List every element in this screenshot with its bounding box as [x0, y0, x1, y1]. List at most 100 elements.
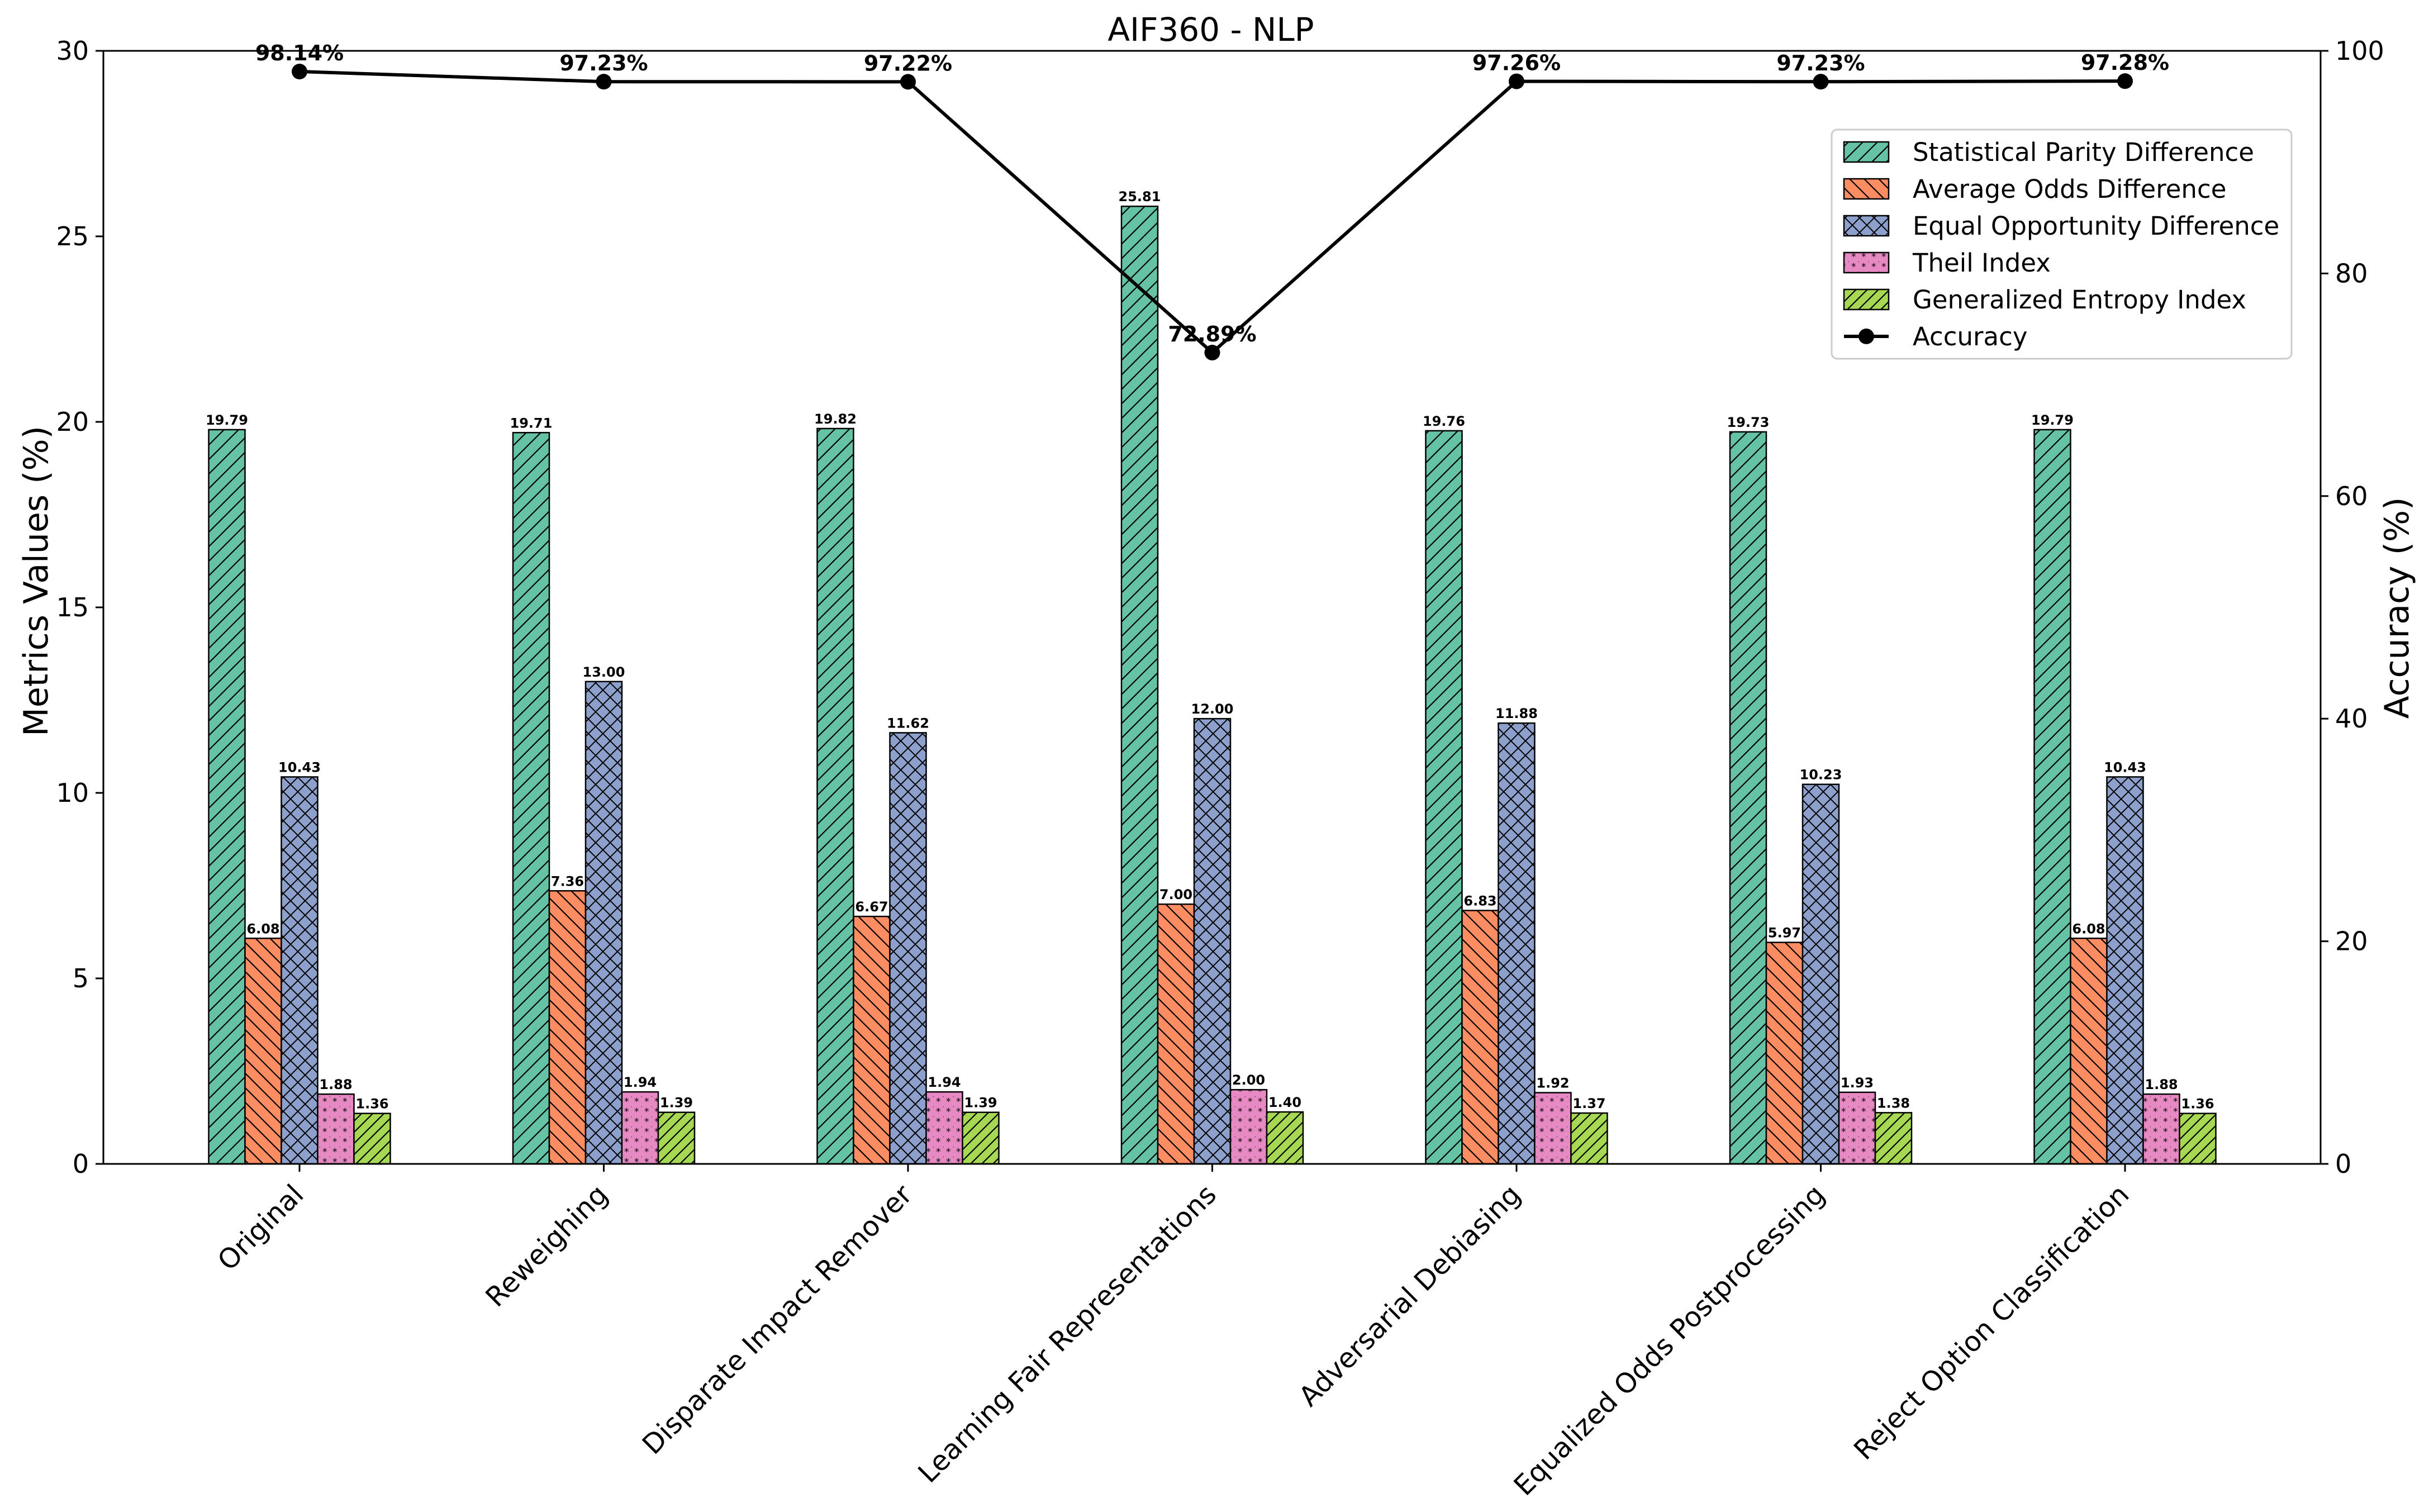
- bar-hatch: [962, 1111, 1000, 1165]
- bar-hatch: [2106, 776, 2144, 1165]
- y-tick-label: 15: [56, 592, 89, 622]
- bar-hatch: [2070, 938, 2108, 1165]
- bar-value-label: 1.93: [1841, 1075, 1874, 1091]
- left-y-axis: 0 5 10 15 20 25 30: [56, 36, 103, 1179]
- y-tick-label: 20: [56, 407, 89, 437]
- bar-hatch: [1729, 431, 1767, 1165]
- y2-tick-label: 20: [2335, 926, 2368, 957]
- bar-hatch: [1229, 1088, 1268, 1165]
- bar-value-label: 19.76: [1423, 413, 1465, 429]
- bar-hatch: [1874, 1112, 1913, 1165]
- accuracy-point: [596, 74, 612, 90]
- bar-value-label: 7.36: [551, 873, 584, 889]
- bar-value-label: 10.23: [1800, 767, 1842, 783]
- legend-swatch-hatch: [1843, 178, 1890, 200]
- bar-hatch: [1570, 1112, 1608, 1165]
- legend-item: Theil Index: [1843, 248, 2051, 278]
- bar-hatch: [317, 1093, 355, 1165]
- bar-value-label: 1.38: [1877, 1095, 1910, 1111]
- x-category-label: Original: [212, 1178, 310, 1277]
- legend: Statistical Parity Difference Average Odd…: [1831, 129, 2293, 360]
- bar-value-label: 19.71: [510, 415, 553, 431]
- bar-hatch: [548, 890, 587, 1165]
- bar-value-label: 2.00: [1232, 1072, 1265, 1088]
- accuracy-value-label: 97.26%: [1472, 51, 1561, 75]
- bar-hatch: [2179, 1112, 2217, 1165]
- bar-value-label: 1.37: [1572, 1096, 1605, 1111]
- accuracy-line: 98.14% 97.23% 97.22% 72.89% 97.26% 97.23% 97.2…: [255, 41, 2169, 361]
- bar-hatch: [2033, 429, 2071, 1165]
- bar-value-label: 19.73: [1727, 415, 1770, 430]
- bar-value-labels: 19.79 19.71 19.82 25.81 19.76 19.73 19.79 6.08 7…: [206, 189, 2214, 1111]
- legend-item: Average Odds Difference: [1843, 174, 2226, 204]
- left-axis-title: Metrics Values (%): [17, 426, 56, 736]
- bar-value-label: 1.39: [964, 1095, 997, 1111]
- bar-hatch: [353, 1112, 391, 1165]
- accuracy-point: [1813, 74, 1829, 90]
- bar-hatch: [208, 429, 246, 1165]
- accuracy-value-label: 98.14%: [255, 41, 344, 65]
- right-axis-title: Accuracy (%): [2378, 497, 2417, 719]
- accuracy-value-label: 97.22%: [864, 51, 952, 75]
- bar-hatch: [1498, 722, 1536, 1165]
- bar-hatch: [657, 1111, 696, 1165]
- bar-value-label: 19.82: [814, 411, 857, 427]
- bar-hatch: [2142, 1093, 2180, 1165]
- bar-hatch: [1157, 903, 1195, 1165]
- legend-swatch-hatch: [1843, 215, 1890, 237]
- bar-value-label: 25.81: [1119, 189, 1161, 205]
- bar-hatch: [1461, 910, 1499, 1165]
- legend-item: Accuracy: [1844, 322, 2027, 351]
- bar-value-label: 6.83: [1463, 893, 1496, 909]
- series-equal-opportunity-difference: [281, 681, 2144, 1165]
- bar-value-label: 19.79: [2031, 412, 2074, 428]
- accuracy-value-label: 97.28%: [2081, 50, 2169, 75]
- x-category-label: Disparate Impact Remover: [636, 1178, 919, 1461]
- y2-tick-label: 0: [2335, 1149, 2351, 1179]
- bar-hatch: [512, 432, 550, 1165]
- bar-value-label: 1.39: [660, 1095, 693, 1111]
- accuracy-value-label: 97.23%: [1776, 51, 1865, 75]
- bar-value-label: 11.88: [1495, 706, 1538, 721]
- bar-hatch: [1534, 1092, 1572, 1165]
- bar-hatch: [281, 776, 319, 1165]
- bar-hatch: [1266, 1111, 1304, 1165]
- bar-value-label: 1.40: [1268, 1095, 1301, 1110]
- bars: [208, 205, 2217, 1165]
- bar-hatch: [1765, 942, 1804, 1165]
- bar-hatch: [244, 938, 282, 1165]
- bar-hatch: [1838, 1091, 1876, 1165]
- bar-hatch: [621, 1091, 659, 1165]
- legend-label: Generalized Entropy Index: [1913, 285, 2246, 315]
- accuracy-point: [900, 74, 916, 90]
- bar-hatch: [1425, 430, 1463, 1165]
- y-tick-label: 10: [56, 778, 89, 808]
- y-tick-label: 5: [73, 963, 89, 993]
- legend-box: [1831, 129, 2293, 360]
- bar-hatch: [1120, 205, 1159, 1165]
- bar-value-label: 10.43: [278, 759, 321, 775]
- legend-label: Average Odds Difference: [1913, 174, 2226, 204]
- x-category-label: Adversarial Debiasing: [1293, 1178, 1527, 1413]
- legend-label: Statistical Parity Difference: [1913, 137, 2254, 167]
- y2-tick-label: 40: [2335, 703, 2368, 734]
- x-axis: Original Reweighing Disparate Impact Remov…: [212, 1164, 2135, 1502]
- bar-hatch: [816, 427, 854, 1165]
- bar-value-label: 11.62: [887, 715, 929, 731]
- legend-item: Statistical Parity Difference: [1843, 137, 2254, 167]
- accuracy-point: [1509, 73, 1524, 89]
- y2-tick-label: 80: [2335, 258, 2368, 288]
- x-category-label: Equalized Odds Postprocessing: [1508, 1178, 1831, 1502]
- bar-value-label: 7.00: [1159, 887, 1192, 902]
- bar-value-label: 5.97: [1768, 925, 1801, 941]
- legend-marker: [1858, 329, 1874, 344]
- legend-swatch-hatch: [1843, 288, 1890, 311]
- bar-hatch: [925, 1091, 963, 1165]
- legend-item: Equal Opportunity Difference: [1843, 211, 2279, 241]
- series-statistical-parity-difference: [208, 205, 2071, 1165]
- accuracy-value-label: 72.89%: [1168, 322, 1256, 346]
- bar-hatch: [1801, 783, 1840, 1165]
- bar-value-label: 10.43: [2104, 759, 2146, 775]
- accuracy-value-label: 97.23%: [559, 51, 648, 75]
